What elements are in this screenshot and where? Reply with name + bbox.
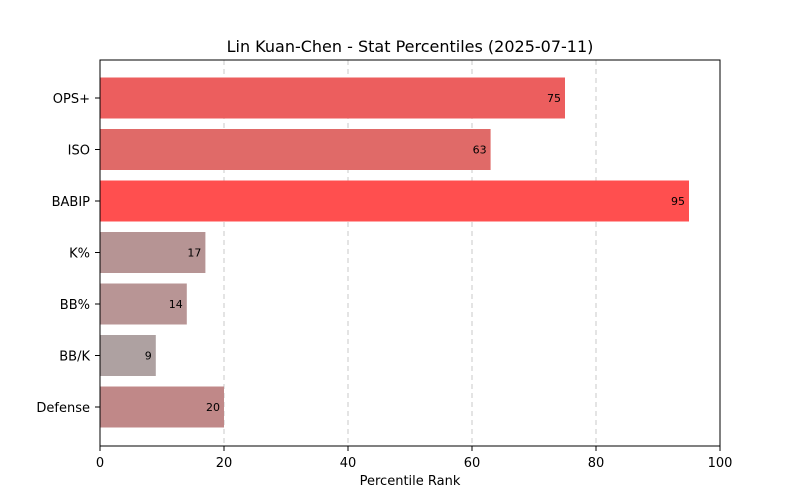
bar-k bbox=[100, 232, 206, 273]
bar-value-label: 75 bbox=[547, 92, 561, 105]
x-tick-label: 60 bbox=[464, 456, 481, 471]
chart-title: Lin Kuan-Chen - Stat Percentiles (2025-0… bbox=[227, 37, 594, 56]
bar-defense bbox=[100, 386, 224, 428]
y-tick-label: ISO bbox=[68, 144, 90, 159]
bars: 75 63 95 17 14 9 20 bbox=[100, 77, 689, 428]
bar-value-label: 20 bbox=[206, 401, 220, 414]
x-tick-label: 100 bbox=[708, 456, 733, 471]
x-tick-label: 80 bbox=[588, 456, 605, 471]
bar-bb bbox=[100, 283, 187, 325]
bar-ops bbox=[100, 77, 565, 119]
gridlines bbox=[223, 60, 597, 446]
bar-iso bbox=[100, 129, 491, 170]
x-tick-label: 20 bbox=[216, 456, 233, 471]
y-tick-label: OPS+ bbox=[53, 92, 90, 107]
x-axis-label: Percentile Rank bbox=[360, 474, 461, 489]
y-tick-label: Defense bbox=[36, 401, 90, 416]
y-tick-label: K% bbox=[69, 247, 90, 262]
bar-value-label: 14 bbox=[169, 298, 183, 311]
y-tick-label: BB/K bbox=[59, 350, 90, 365]
x-axis-ticks: 0 20 40 60 80 100 bbox=[96, 446, 733, 471]
bar-value-label: 9 bbox=[145, 350, 152, 363]
y-axis-ticks: OPS+ ISO BABIP K% BB% BB/K Defense bbox=[36, 92, 100, 416]
bar-value-label: 17 bbox=[187, 247, 201, 260]
bar-value-label: 63 bbox=[473, 144, 487, 157]
bar-babip bbox=[100, 180, 689, 222]
y-tick-label: BABIP bbox=[52, 195, 91, 210]
y-tick-label: BB% bbox=[60, 298, 90, 313]
bar-value-label: 95 bbox=[671, 195, 685, 208]
bar-bb-k bbox=[100, 335, 156, 376]
x-tick-label: 40 bbox=[340, 456, 357, 471]
x-tick-label: 0 bbox=[96, 456, 104, 471]
